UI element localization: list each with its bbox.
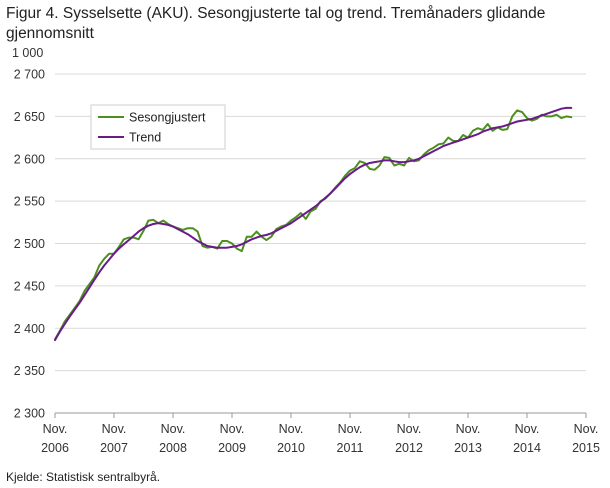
chart-title: Figur 4. Sysselsette (AKU). Sesongjuster… xyxy=(6,5,546,42)
grid-lines xyxy=(55,73,586,414)
x-tick-label-year: 2008 xyxy=(159,441,187,455)
legend-label-sesongjustert: Sesongjustert xyxy=(129,111,206,125)
x-tick-label-year: 2007 xyxy=(100,441,128,455)
x-tick-label-year: 2014 xyxy=(513,441,541,455)
x-tick-label-month: Nov. xyxy=(43,422,68,436)
y-tick-label: 2 300 xyxy=(14,407,45,421)
x-tick-label-year: 2013 xyxy=(454,441,482,455)
x-tick-label-year: 2015 xyxy=(572,441,600,455)
legend-label-trend: Trend xyxy=(129,131,161,145)
x-tick-label-year: 2006 xyxy=(41,441,69,455)
x-tick-label-year: 2010 xyxy=(277,441,305,455)
series-line-sesongjustert xyxy=(54,109,573,341)
y-axis-ticks: 2 300 2 350 2 400 2 450 2 500 2 550 2 600 2 650… xyxy=(14,68,45,421)
y-tick-label: 2 500 xyxy=(14,237,45,251)
source-note: Kjelde: Statistisk sentralbyrå. xyxy=(6,470,161,484)
x-tick-label-month: Nov. xyxy=(220,422,245,436)
series-line-trend xyxy=(54,106,573,342)
x-tick-label-month: Nov. xyxy=(338,422,363,436)
x-tick-label-year: 2009 xyxy=(218,441,246,455)
x-tick-label-month: Nov. xyxy=(397,422,422,436)
y-axis-unit-label: 1 000 xyxy=(12,46,44,60)
y-tick-label: 2 550 xyxy=(14,195,45,209)
legend-box xyxy=(90,104,226,150)
y-tick-label: 2 450 xyxy=(14,279,45,293)
x-tick-label-month: Nov. xyxy=(279,422,304,436)
x-tick-label-month: Nov. xyxy=(456,422,481,436)
y-tick-label: 2 600 xyxy=(14,152,45,166)
y-tick-label: 2 350 xyxy=(14,364,45,378)
x-tick-label-month: Nov. xyxy=(102,422,127,436)
legend: Sesongjustert Trend xyxy=(90,104,226,150)
x-tick-label-month: Nov. xyxy=(574,422,599,436)
y-tick-label: 2 650 xyxy=(14,110,45,124)
x-axis-ticks: Nov. 2006 Nov. 2007 Nov. 2008 Nov. 2009 Nov. 2010… xyxy=(41,413,600,455)
y-tick-label: 2 700 xyxy=(14,68,45,82)
y-tick-label: 2 400 xyxy=(14,322,45,336)
x-tick-label-month: Nov. xyxy=(515,422,540,436)
x-tick-label-year: 2012 xyxy=(395,441,423,455)
series-lines xyxy=(54,106,573,342)
x-tick-label-month: Nov. xyxy=(161,422,186,436)
x-tick-label-year: 2011 xyxy=(337,441,364,455)
